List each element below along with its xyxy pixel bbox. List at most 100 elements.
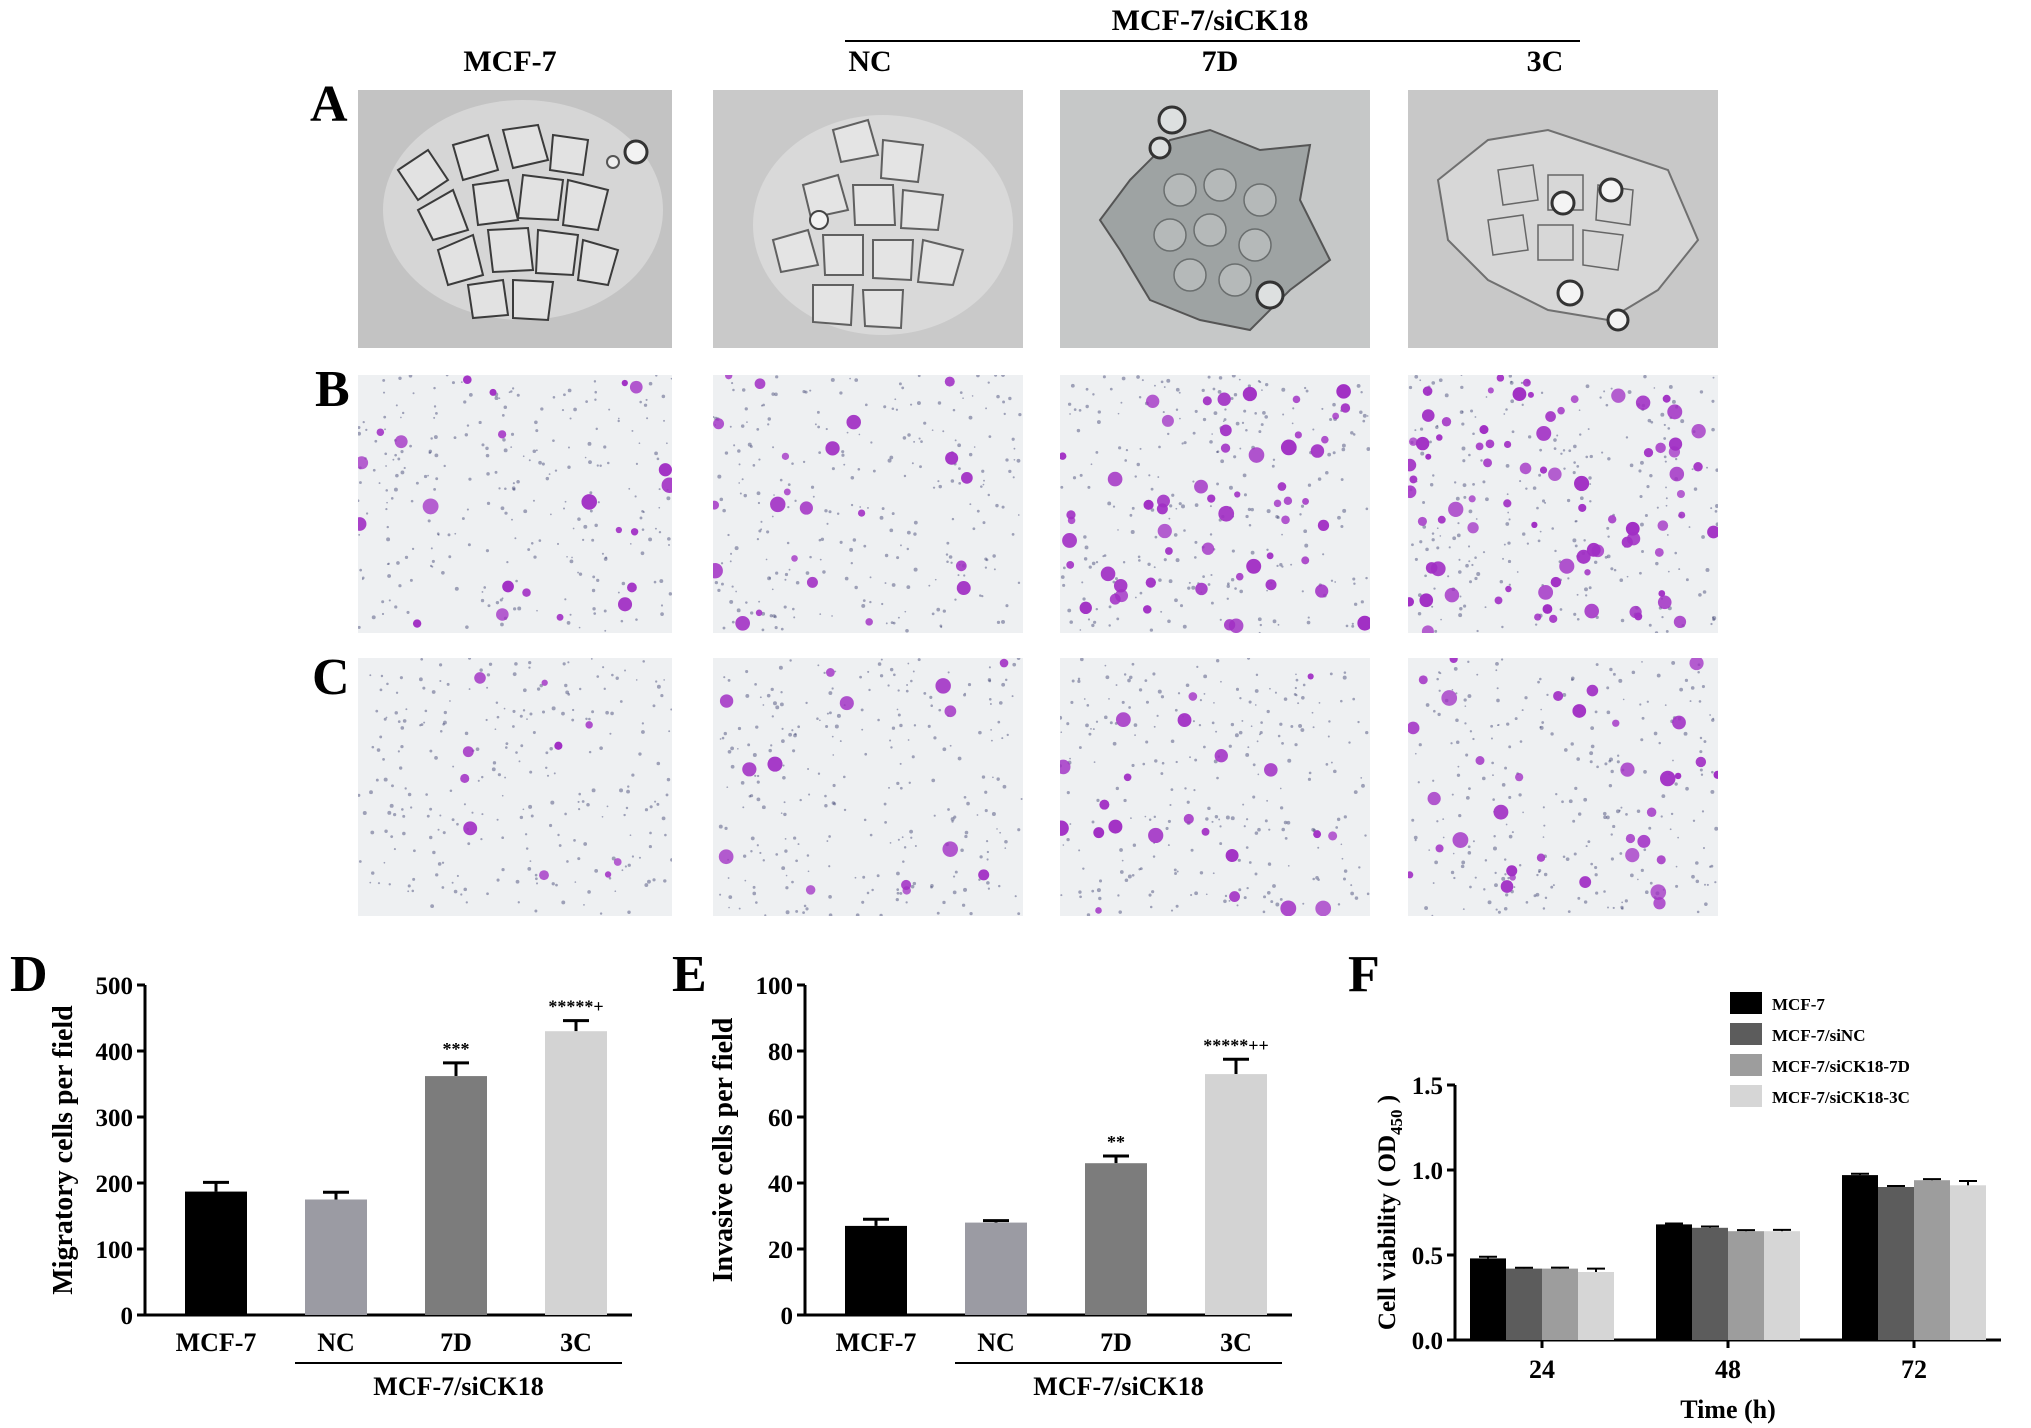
- membrane-pore: [1506, 722, 1510, 726]
- membrane-pore: [601, 815, 604, 818]
- membrane-pore: [805, 571, 810, 575]
- membrane-pore: [1247, 746, 1250, 749]
- membrane-pore: [1578, 409, 1581, 411]
- membrane-pore: [772, 701, 777, 706]
- membrane-pore: [1606, 815, 1610, 820]
- stained-cell: [1654, 548, 1664, 557]
- bar-24h: [1542, 1268, 1578, 1340]
- membrane-pore: [1543, 872, 1548, 877]
- membrane-pore: [1490, 737, 1493, 740]
- membrane-pore: [1178, 502, 1182, 506]
- membrane-pore: [779, 478, 783, 482]
- membrane-pore: [900, 544, 902, 547]
- membrane-pore: [1352, 433, 1356, 436]
- membrane-pore: [1235, 421, 1240, 426]
- stained-cell: [621, 379, 628, 387]
- membrane-pore: [663, 879, 667, 883]
- stained-cell: [1643, 448, 1654, 458]
- membrane-pore: [611, 673, 614, 677]
- membrane-pore: [1153, 815, 1157, 819]
- membrane-pore: [1016, 658, 1021, 660]
- membrane-pore: [1476, 572, 1481, 577]
- membrane-pore: [1476, 673, 1479, 676]
- membrane-pore: [775, 571, 779, 575]
- stained-cell: [1493, 804, 1509, 820]
- membrane-pore: [1284, 836, 1288, 840]
- membrane-pore: [1553, 438, 1557, 442]
- membrane-pore: [754, 682, 757, 686]
- membrane-pore: [1495, 669, 1498, 672]
- membrane-pore: [1150, 508, 1155, 512]
- membrane-pore: [369, 881, 372, 884]
- membrane-pore: [1169, 803, 1172, 807]
- membrane-pore: [1604, 762, 1608, 766]
- membrane-pore: [439, 679, 442, 683]
- membrane-pore: [1148, 818, 1152, 821]
- membrane-pore: [358, 499, 360, 503]
- membrane-pore: [927, 724, 931, 728]
- membrane-pore: [1438, 671, 1441, 674]
- membrane-pore: [588, 460, 592, 465]
- x-tick-label: NC: [317, 1328, 355, 1357]
- membrane-pore: [1096, 798, 1100, 802]
- membrane-pore: [1112, 741, 1117, 746]
- membrane-pore: [1711, 770, 1714, 774]
- membrane-pore: [1237, 858, 1241, 862]
- column-header-mcf7: MCF-7: [463, 45, 557, 78]
- membrane-pore: [770, 687, 774, 692]
- membrane-pore: [747, 442, 752, 447]
- membrane-pore: [1322, 553, 1325, 556]
- membrane-pore: [1327, 735, 1330, 738]
- membrane-pore: [439, 730, 443, 733]
- stained-cell: [1436, 434, 1443, 441]
- membrane-pore: [383, 391, 386, 394]
- membrane-pore: [805, 907, 809, 911]
- membrane-pore: [951, 517, 955, 521]
- membrane-pore: [1266, 709, 1270, 714]
- membrane-pore: [1360, 776, 1363, 779]
- stained-cell: [1115, 712, 1131, 728]
- membrane-pore: [994, 375, 998, 377]
- stained-cell: [935, 678, 951, 694]
- membrane-pore: [833, 802, 837, 806]
- membrane-pore: [745, 601, 748, 604]
- bar-24h: [1578, 1272, 1614, 1340]
- membrane-pore: [656, 684, 661, 689]
- stain-background: [713, 375, 1023, 633]
- membrane-pore: [1245, 514, 1249, 519]
- membrane-pore: [1067, 402, 1072, 406]
- membrane-pore: [661, 816, 666, 821]
- membrane-pore: [408, 375, 413, 378]
- membrane-pore: [959, 391, 963, 395]
- membrane-pore: [1712, 717, 1715, 720]
- membrane-pore: [1228, 744, 1232, 748]
- membrane-pore: [905, 689, 909, 693]
- stained-cell: [1108, 819, 1123, 834]
- membrane-pore: [663, 419, 665, 422]
- y-tick-label: 400: [96, 1039, 134, 1066]
- legend-label: MCF-7/siCK18-7D: [1772, 1057, 1910, 1076]
- membrane-pore: [906, 684, 909, 686]
- membrane-pore: [1641, 550, 1644, 553]
- membrane-pore: [981, 469, 985, 473]
- membrane-pore: [1093, 761, 1096, 764]
- stained-cell: [462, 746, 474, 758]
- membrane-pore: [963, 887, 968, 892]
- membrane-pore: [861, 728, 864, 731]
- membrane-pore: [1336, 817, 1341, 822]
- stained-cell: [1637, 834, 1651, 848]
- membrane-pore: [746, 421, 748, 424]
- membrane-pore: [1487, 900, 1492, 905]
- membrane-pore: [1496, 698, 1500, 703]
- membrane-pore: [1439, 535, 1442, 537]
- stained-cell: [1235, 572, 1244, 581]
- membrane-pore: [577, 571, 579, 574]
- membrane-pore: [426, 814, 430, 818]
- membrane-pore: [979, 855, 983, 859]
- membrane-pore: [1281, 387, 1286, 392]
- membrane-pore: [1710, 622, 1713, 626]
- stained-cell: [1100, 566, 1116, 582]
- membrane-pore: [976, 375, 980, 378]
- membrane-pore: [1574, 520, 1577, 523]
- membrane-pore: [1154, 535, 1158, 539]
